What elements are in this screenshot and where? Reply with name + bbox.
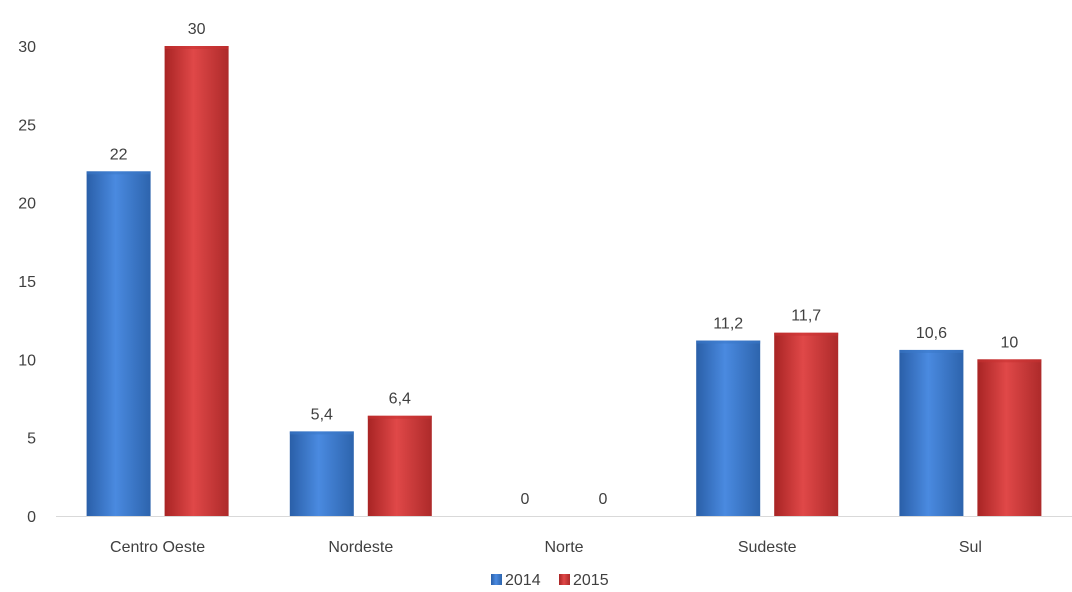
y-tick-label: 20 [18, 196, 36, 213]
bar-2014 [289, 431, 354, 516]
x-tick-label: Centro Oeste [110, 539, 205, 556]
bar-2014 [696, 340, 761, 516]
data-label: 10,6 [916, 325, 947, 342]
bar-2014 [86, 171, 151, 517]
x-tick-label: Sul [959, 539, 982, 556]
y-tick-label: 15 [18, 274, 36, 291]
data-label: 0 [521, 491, 530, 508]
data-label: 10 [1001, 334, 1019, 351]
data-label: 11,7 [791, 308, 821, 325]
data-label: 6,4 [389, 391, 411, 408]
bar-2014 [899, 349, 964, 516]
bar-top-highlight [164, 46, 229, 49]
bars [86, 46, 1042, 517]
data-label: 5,4 [311, 406, 333, 423]
legend-label: 2014 [505, 572, 541, 589]
y-tick-label: 10 [18, 352, 36, 369]
y-tick-label: 30 [18, 39, 36, 56]
y-tick-label: 0 [27, 509, 36, 526]
bar-2015 [977, 359, 1042, 516]
bar-top-highlight [86, 171, 151, 175]
data-label: 30 [188, 21, 206, 38]
legend-label: 2015 [573, 572, 609, 589]
bar-top-highlight [977, 359, 1042, 363]
data-labels: 22 30 5,4 6,4 0 0 11,2 11,7 10,6 10 [110, 21, 1019, 508]
x-tick-label: Nordeste [328, 539, 393, 556]
y-axis: 0 5 10 15 20 25 30 [18, 39, 36, 526]
data-label: 22 [110, 146, 128, 163]
x-axis: Centro Oeste Nordeste Norte Sudeste Sul [56, 516, 1072, 556]
bar-2015 [164, 46, 229, 516]
bar-top-highlight [774, 332, 839, 336]
legend-swatch [491, 574, 502, 585]
data-label: 0 [599, 491, 608, 508]
data-label: 11,2 [713, 316, 743, 333]
bar-top-highlight [289, 431, 354, 435]
x-tick-label: Norte [544, 539, 583, 556]
legend-swatch [559, 574, 570, 585]
legend: 2014 2015 [491, 572, 609, 589]
bar-2015 [367, 415, 432, 516]
bar-top-highlight [899, 349, 964, 353]
x-tick-label: Sudeste [738, 539, 797, 556]
bar-top-highlight [367, 415, 432, 419]
bar-top-highlight [696, 340, 761, 344]
y-tick-label: 25 [18, 117, 36, 134]
bar-2015 [774, 332, 839, 516]
y-tick-label: 5 [27, 431, 36, 448]
